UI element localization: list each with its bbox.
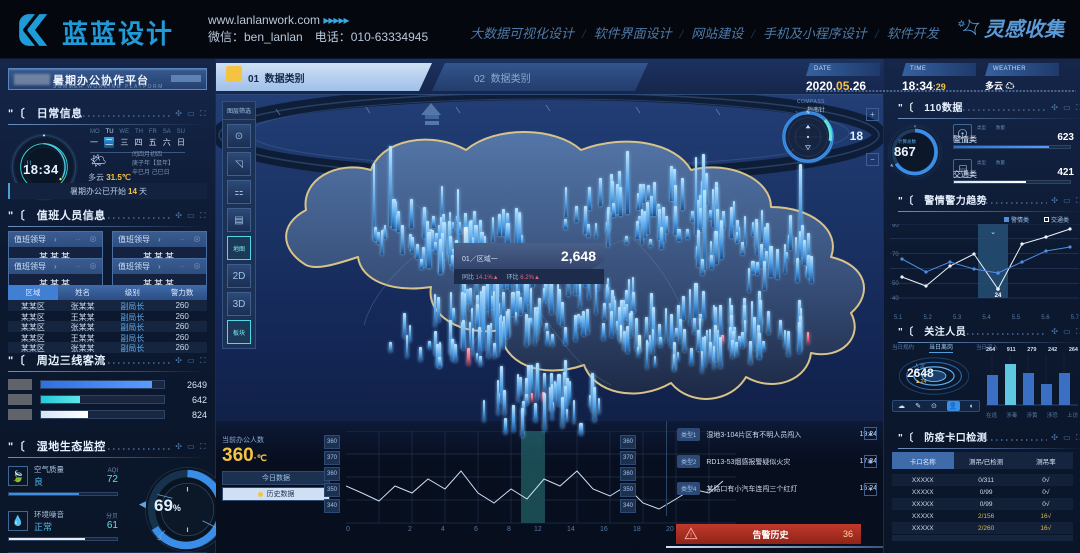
svg-text:⌄: ⌄ bbox=[990, 229, 996, 236]
svg-text:N: N bbox=[806, 109, 809, 114]
svg-text:24: 24 bbox=[995, 293, 1002, 299]
svg-text:8: 8 bbox=[507, 526, 511, 533]
svg-text:4: 4 bbox=[441, 526, 445, 533]
svg-text:90: 90 bbox=[892, 224, 899, 229]
svg-text:20: 20 bbox=[666, 526, 674, 533]
svg-text:18: 18 bbox=[633, 526, 641, 533]
svg-text:!: ! bbox=[690, 532, 692, 539]
svg-text:14: 14 bbox=[567, 526, 575, 533]
svg-text:0: 0 bbox=[346, 526, 350, 533]
svg-text:16: 16 bbox=[600, 526, 608, 533]
svg-text:50: 50 bbox=[892, 281, 899, 287]
svg-text:40: 40 bbox=[892, 296, 899, 302]
svg-text:12: 12 bbox=[534, 526, 542, 533]
svg-text:70: 70 bbox=[892, 252, 899, 258]
svg-text:6: 6 bbox=[474, 526, 478, 533]
svg-text:2: 2 bbox=[408, 526, 412, 533]
